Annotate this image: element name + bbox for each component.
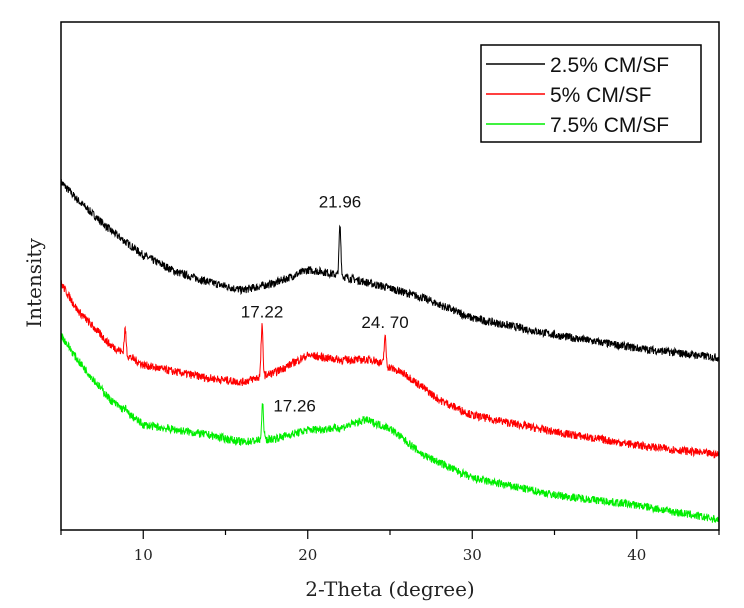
x-tick-label: 20 (298, 546, 317, 564)
y-axis-title: Intensity (22, 238, 46, 328)
x-axis-title: 2-Theta (degree) (305, 577, 474, 601)
legend-box (480, 44, 702, 143)
legend-label-1: 5% CM/SF (550, 84, 652, 107)
x-axis: 10 20 30 40 (60, 530, 720, 564)
peak-annotation: 17.22 (241, 303, 284, 322)
peak-annotation: 17.26 (273, 397, 316, 416)
legend: 2.5% CM/SF 5% CM/SF 7.5% CM/SF (480, 44, 702, 143)
peak-annotation: 24. 70 (361, 313, 408, 332)
x-tick-label: 40 (627, 546, 646, 564)
series-layer (60, 178, 720, 523)
series-line-0 (60, 178, 720, 362)
legend-label-0: 2.5% CM/SF (550, 54, 669, 77)
series-line-2 (60, 333, 720, 523)
x-tick-label: 10 (134, 546, 153, 564)
x-tick-label: 30 (463, 546, 482, 564)
series-line-1 (60, 280, 720, 459)
peak-annotation: 21.96 (319, 192, 362, 211)
legend-label-2: 7.5% CM/SF (550, 114, 669, 137)
annotations: 21.96 17.22 24. 70 17.26 (241, 192, 409, 415)
